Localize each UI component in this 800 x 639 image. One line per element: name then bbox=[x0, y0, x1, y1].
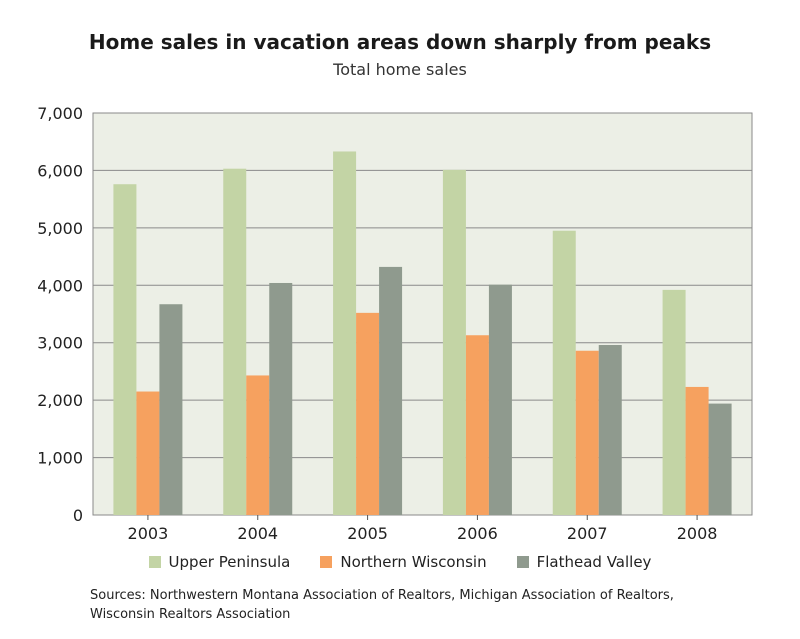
legend-swatch-upper-peninsula bbox=[148, 556, 161, 568]
bar-northern-wisconsin-2004 bbox=[246, 375, 270, 515]
legend-item-upper-peninsula: Upper Peninsula bbox=[148, 553, 291, 571]
chart-title: Home sales in vacation areas down sharpl… bbox=[88, 30, 712, 54]
chart-subtitle: Total home sales bbox=[333, 60, 467, 79]
bar-upper-peninsula-2004 bbox=[223, 168, 247, 515]
legend-label-northern-wisconsin: Northern Wisconsin bbox=[340, 553, 487, 571]
legend-item-flathead-valley: Flathead Valley bbox=[516, 553, 652, 571]
bar-flathead-valley-2007 bbox=[598, 345, 622, 515]
bar-northern-wisconsin-2006 bbox=[465, 335, 489, 515]
legend: Upper Peninsula Northern Wisconsin Flath… bbox=[0, 553, 800, 571]
y-tick-label: 4,000 bbox=[37, 276, 83, 295]
bar-northern-wisconsin-2003 bbox=[136, 391, 160, 515]
bar-chart: 0 1,000 2,000 3,000 4,000 5,000 6,000 7,000 2003… bbox=[37, 104, 753, 543]
x-tick-label: 2007 bbox=[567, 524, 608, 543]
x-tick-label: 2006 bbox=[457, 524, 498, 543]
legend-label-flathead-valley: Flathead Valley bbox=[536, 553, 652, 571]
bar-upper-peninsula-2007 bbox=[552, 230, 576, 515]
bar-flathead-valley-2004 bbox=[269, 282, 293, 515]
y-tick-label: 2,000 bbox=[37, 391, 83, 410]
bar-upper-peninsula-2003 bbox=[113, 184, 137, 515]
bar-upper-peninsula-2006 bbox=[442, 169, 466, 515]
x-tick-label: 2008 bbox=[677, 524, 718, 543]
x-tick-label: 2005 bbox=[347, 524, 388, 543]
y-tick-label: 5,000 bbox=[37, 219, 83, 238]
legend-item-northern-wisconsin: Northern Wisconsin bbox=[320, 553, 487, 571]
plot-frame bbox=[92, 112, 753, 516]
y-tick-label: 0 bbox=[73, 506, 83, 525]
y-tick-label: 6,000 bbox=[37, 161, 83, 180]
bar-flathead-valley-2006 bbox=[488, 284, 512, 515]
x-tick-label: 2004 bbox=[237, 524, 278, 543]
legend-label-upper-peninsula: Upper Peninsula bbox=[168, 553, 291, 571]
bar-flathead-valley-2008 bbox=[708, 403, 732, 515]
x-tick-label: 2003 bbox=[128, 524, 169, 543]
bar-flathead-valley-2003 bbox=[159, 304, 183, 515]
sources-note: Sources: Northwestern Montana Associatio… bbox=[90, 588, 674, 622]
bar-northern-wisconsin-2007 bbox=[575, 350, 599, 515]
bar-upper-peninsula-2005 bbox=[333, 151, 357, 515]
y-tick-label: 1,000 bbox=[37, 449, 83, 468]
legend-swatch-northern-wisconsin bbox=[320, 556, 333, 568]
bar-upper-peninsula-2008 bbox=[662, 289, 686, 515]
y-tick-label: 3,000 bbox=[37, 334, 83, 353]
legend-swatch-flathead-valley bbox=[516, 556, 529, 568]
bar-flathead-valley-2005 bbox=[379, 266, 403, 515]
plot-area bbox=[93, 113, 752, 515]
bar-northern-wisconsin-2005 bbox=[356, 312, 380, 515]
bar-northern-wisconsin-2008 bbox=[685, 386, 709, 515]
y-tick-label: 7,000 bbox=[37, 104, 83, 123]
